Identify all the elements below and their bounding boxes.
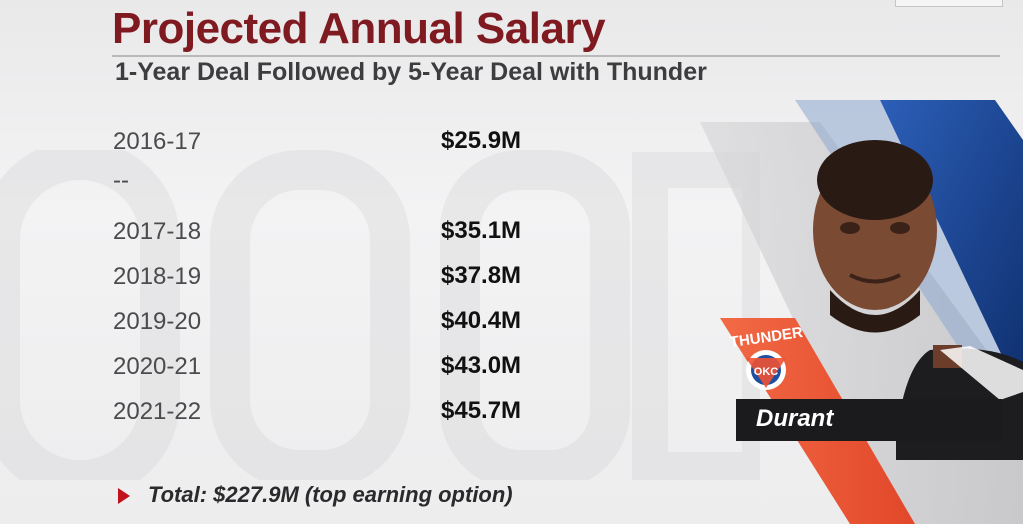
salary-table: 2016-17 $25.9M -- 2017-18 $35.1M 2018-19…	[113, 122, 543, 437]
salary-row: 2020-21 $43.0M	[113, 347, 543, 392]
season-label: 2021-22	[113, 398, 202, 425]
total-label: Total: $227.9M (top earning option)	[148, 482, 513, 507]
salary-row: 2017-18 $35.1M	[113, 212, 543, 257]
season-label: 2016-17	[113, 128, 202, 155]
header-divider	[112, 55, 1000, 57]
salary-row: 2019-20 $40.4M	[113, 302, 543, 347]
salary-value: $25.9M	[441, 127, 522, 154]
salary-value: $37.8M	[441, 262, 522, 289]
season-label: 2020-21	[113, 353, 202, 380]
top-corner-box	[895, 0, 1003, 7]
logo-team-abbr: OKC	[754, 366, 779, 378]
name-bar	[736, 399, 1002, 441]
season-label: 2019-20	[113, 308, 202, 335]
salary-value: $35.1M	[441, 217, 522, 244]
page-title: Projected Annual Salary	[112, 4, 606, 53]
player-graphic	[700, 100, 1023, 524]
total-arrow-icon	[118, 488, 130, 504]
season-label: 2018-19	[113, 263, 202, 290]
salary-row: 2021-22 $45.7M	[113, 392, 543, 437]
season-label: --	[113, 167, 129, 194]
page-subtitle: 1-Year Deal Followed by 5-Year Deal with…	[115, 58, 707, 86]
salary-row: 2018-19 $37.8M	[113, 257, 543, 302]
salary-row-separator: --	[113, 167, 543, 212]
salary-value: $45.7M	[441, 397, 522, 424]
thunder-logo-icon: THUNDER OKC	[729, 324, 804, 390]
player-name: Durant	[756, 405, 834, 432]
salary-value: $40.4M	[441, 307, 522, 334]
logo-team-text: THUNDER	[729, 324, 804, 351]
salary-value: $43.0M	[441, 352, 522, 379]
season-label: 2017-18	[113, 218, 202, 245]
salary-row: 2016-17 $25.9M	[113, 122, 543, 167]
